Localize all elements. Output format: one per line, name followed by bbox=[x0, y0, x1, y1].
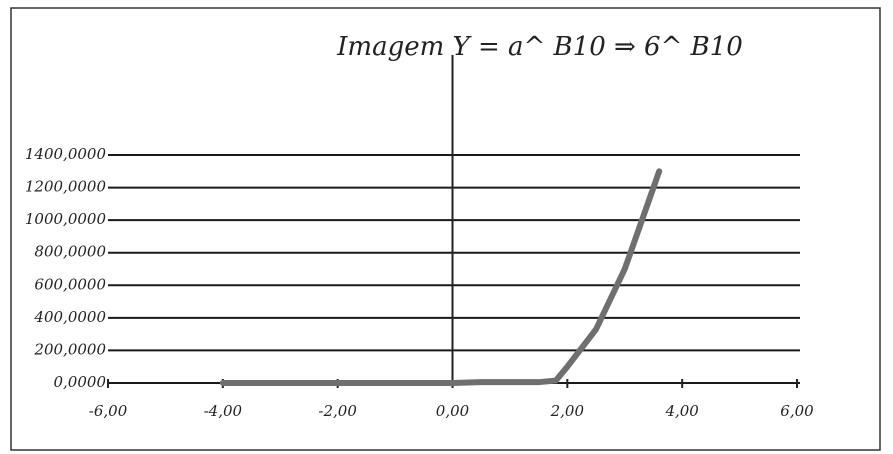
y-tick-label: 200,0000 bbox=[33, 340, 106, 358]
x-tick-label: -4,00 bbox=[204, 402, 243, 420]
x-tick-label: -6,00 bbox=[89, 402, 128, 420]
y-tick-label: 400,0000 bbox=[33, 308, 106, 326]
y-tick-label: 1000,0000 bbox=[25, 210, 107, 228]
y-tick-label: 0,0000 bbox=[54, 373, 107, 391]
chart-title: Imagem Y = a^ B10 ⇒ 6^ B10 bbox=[336, 32, 743, 62]
frame bbox=[10, 7, 881, 451]
x-tick-label: 0,00 bbox=[436, 402, 470, 420]
x-tick-label: 2,00 bbox=[550, 402, 585, 420]
data-line bbox=[219, 168, 663, 386]
y-tick-label: 1400,0000 bbox=[25, 145, 107, 163]
y-tick-label: 800,0000 bbox=[34, 243, 106, 261]
y-tick-label: 600,0000 bbox=[34, 275, 106, 293]
x-tick-label: 6,00 bbox=[780, 402, 814, 420]
x-tick-label: 4,00 bbox=[664, 402, 699, 420]
y-tick-label: 1200,0000 bbox=[25, 178, 107, 196]
x-tick-label: -2,00 bbox=[318, 402, 357, 420]
